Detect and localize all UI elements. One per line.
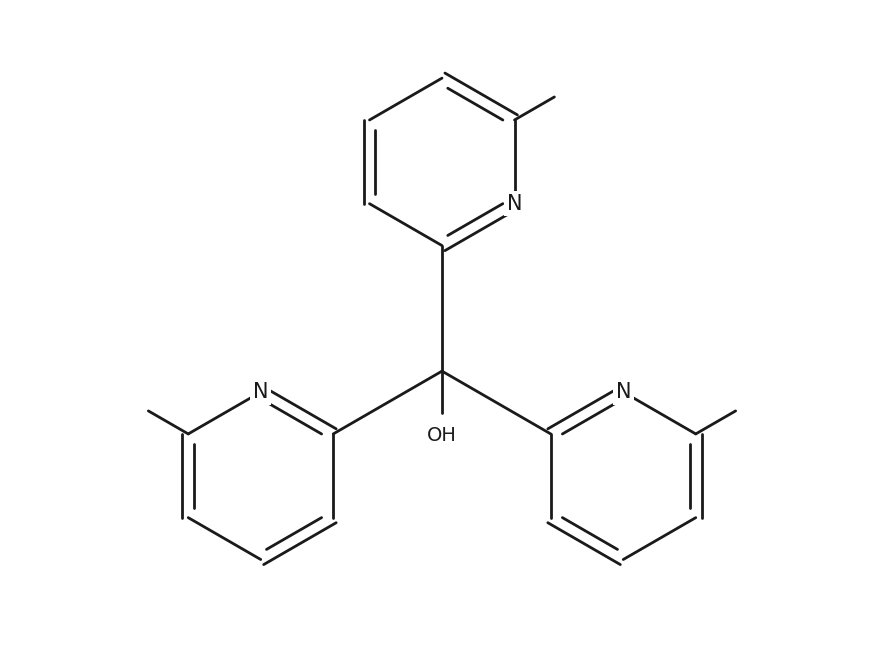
Text: N: N [615,382,631,402]
Text: N: N [253,382,269,402]
Text: N: N [507,194,522,214]
Text: OH: OH [427,426,457,444]
